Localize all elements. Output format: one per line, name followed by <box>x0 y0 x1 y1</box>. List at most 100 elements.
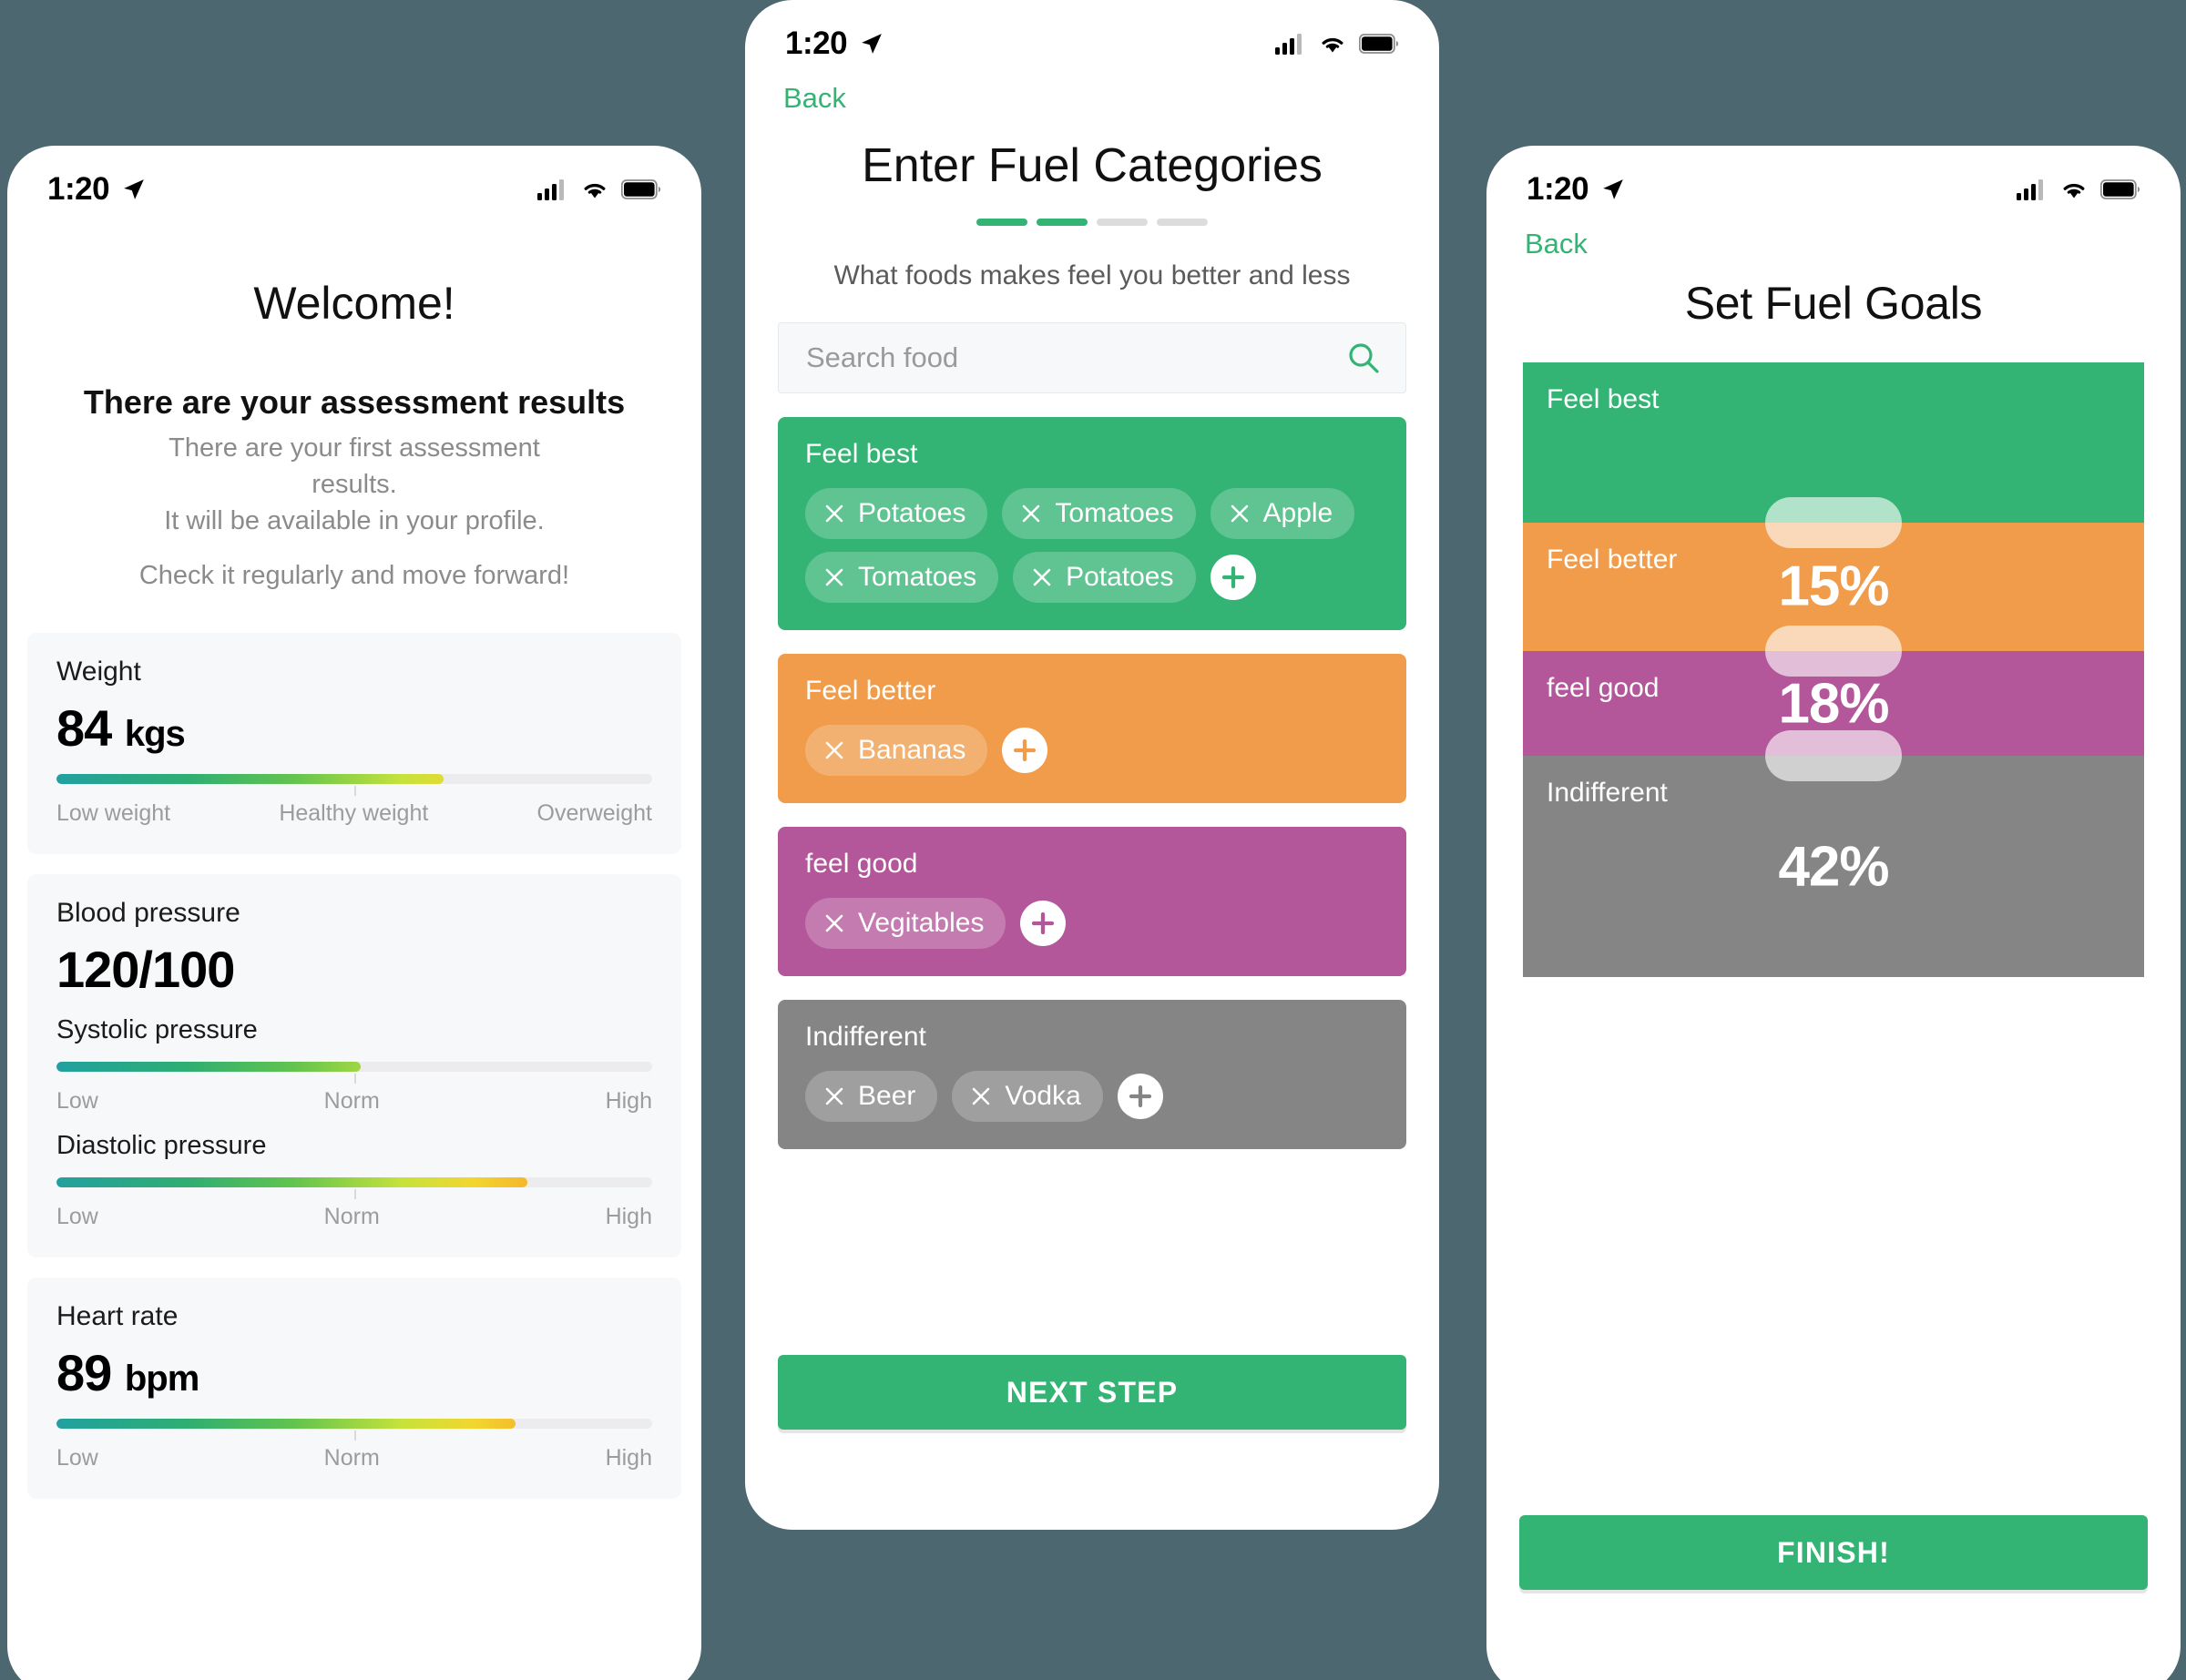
metric-value: 84 kgs <box>56 698 652 758</box>
food-chip[interactable]: Tomatoes <box>1002 488 1196 539</box>
cellular-signal-icon <box>537 179 564 200</box>
status-bar: 1:20 <box>745 0 1439 71</box>
gauge-fill <box>56 1176 527 1187</box>
back-button[interactable]: Back <box>1525 228 1588 260</box>
food-chip[interactable]: Tomatoes <box>805 552 999 603</box>
remove-x-icon[interactable] <box>1031 566 1053 588</box>
location-arrow-icon <box>862 34 882 54</box>
food-chip[interactable]: Potatoes <box>805 488 988 539</box>
page-title: Enter Fuel Categories <box>862 139 1323 192</box>
search-placeholder: Search food <box>806 341 959 373</box>
status-bar: 1:20 <box>1486 146 2181 217</box>
gauge-legend-low: Low <box>56 1444 98 1471</box>
remove-x-icon[interactable] <box>970 1085 992 1107</box>
food-chip-list: Beer Vodka <box>805 1071 1379 1122</box>
remove-x-icon[interactable] <box>823 912 845 934</box>
metric-number: 89 <box>56 1343 112 1401</box>
food-chip-list: Potatoes Tomatoes Apple Tomatoes Potatoes <box>805 488 1379 603</box>
page-title: Set Fuel Goals <box>1684 278 1983 329</box>
gauge-track <box>56 773 652 784</box>
metric-card-blood-pressure: Blood pressure 120/100 Systolic pressure… <box>27 873 681 1257</box>
remove-x-icon[interactable] <box>1020 503 1042 524</box>
status-bar-left: 1:20 <box>47 171 146 208</box>
goal-band-label: Indifferent <box>1547 778 1668 808</box>
wifi-icon <box>2063 183 2085 199</box>
status-time: 1:20 <box>785 25 848 61</box>
fuel-category-label: feel good <box>805 849 918 879</box>
back-button[interactable]: Back <box>783 82 846 114</box>
add-food-button[interactable] <box>1020 901 1067 946</box>
food-chip-list: Bananas <box>805 725 1379 776</box>
progress-segment-4 <box>1157 219 1208 226</box>
assessment-body: There are your first assessment results.… <box>60 430 649 539</box>
gauge-fill <box>56 1418 516 1429</box>
remove-x-icon[interactable] <box>823 739 845 761</box>
gauge-legend-high: High <box>605 1444 652 1471</box>
plus-icon[interactable] <box>1220 564 1247 591</box>
food-chip[interactable]: Beer <box>805 1071 938 1122</box>
assessment-body-line-1: There are your first assessment <box>169 433 540 463</box>
plus-icon[interactable] <box>1011 737 1038 764</box>
status-bar-right <box>1275 33 1399 55</box>
gauge-legend-low: Low weight <box>56 799 171 826</box>
fuel-category-card: Feel better Bananas <box>778 654 1406 803</box>
metric-title: Heart rate <box>56 1300 179 1331</box>
metric-unit: kgs <box>124 713 186 754</box>
search-input[interactable]: Search food <box>778 322 1406 393</box>
next-step-button[interactable]: NEXT STEP <box>778 1355 1406 1430</box>
gauge-midpoint-tick <box>354 1188 356 1199</box>
metric-value: 120/100 <box>56 940 235 998</box>
status-bar-right <box>2017 178 2140 200</box>
battery-full-icon <box>621 179 661 199</box>
food-chip[interactable]: Potatoes <box>1013 552 1196 603</box>
battery-full-icon <box>2100 179 2140 199</box>
add-food-button[interactable] <box>1210 555 1256 600</box>
wifi-icon <box>1322 37 1343 53</box>
food-chip[interactable]: Vodka <box>952 1071 1103 1122</box>
remove-x-icon[interactable] <box>1229 503 1251 524</box>
food-chip[interactable]: Vegitables <box>805 898 1006 949</box>
food-chip-label: Vodka <box>1005 1081 1081 1111</box>
metric-number: 84 <box>56 698 112 757</box>
remove-x-icon[interactable] <box>823 566 845 588</box>
add-food-button[interactable] <box>1002 728 1048 773</box>
fuel-category-label: Feel better <box>805 676 936 706</box>
cellular-signal-icon <box>2017 179 2043 200</box>
gauge-legend: Low Norm High <box>56 1445 652 1471</box>
remove-x-icon[interactable] <box>823 503 845 524</box>
progress-segment-2 <box>1037 219 1088 226</box>
gauge-fill <box>56 1061 361 1072</box>
food-chip[interactable]: Apple <box>1210 488 1355 539</box>
food-chip-label: Tomatoes <box>858 562 977 592</box>
metric-card-heart-rate: Heart rate 89 bpm Low Norm High <box>27 1277 681 1499</box>
gauge-legend-high: High <box>605 1087 652 1114</box>
goal-drag-handle[interactable] <box>1765 730 1902 781</box>
search-icon[interactable] <box>1345 340 1382 376</box>
fuel-goals-slider[interactable]: Feel best Feel better 15% feel good 18% Indif… <box>1523 362 2144 977</box>
gauge-legend-mid: Norm <box>323 1203 380 1229</box>
assessment-body-line-3: It will be available in your profile. <box>164 505 545 535</box>
goal-band-percent: 15% <box>1778 555 1889 618</box>
add-food-button[interactable] <box>1117 1074 1163 1119</box>
finish-button[interactable]: FINISH! <box>1519 1515 2148 1590</box>
metric-gauge: Low weight Healthy weight Overweight <box>56 773 652 827</box>
status-bar-left: 1:20 <box>785 25 884 62</box>
food-chip-label: Vegitables <box>858 908 985 938</box>
assessment-heading: There are your assessment results <box>83 383 626 421</box>
fuel-category-card: Indifferent Beer Vodka <box>778 1000 1406 1149</box>
submetric-label-diastolic: Diastolic pressure <box>56 1130 267 1160</box>
cellular-signal-icon <box>1275 34 1302 55</box>
plus-icon[interactable] <box>1029 910 1057 937</box>
food-chip[interactable]: Bananas <box>805 725 988 776</box>
plus-icon[interactable] <box>1127 1083 1154 1110</box>
goal-drag-handle[interactable] <box>1765 496 1902 548</box>
goal-drag-handle[interactable] <box>1765 626 1902 677</box>
remove-x-icon[interactable] <box>823 1085 845 1107</box>
status-bar-left: 1:20 <box>1527 171 1625 208</box>
gauge-track <box>56 1061 652 1072</box>
food-chip-label: Potatoes <box>858 498 966 528</box>
location-arrow-icon <box>124 179 144 199</box>
location-arrow-icon <box>1603 179 1623 199</box>
gauge-legend-high: High <box>605 1203 652 1229</box>
metric-unit: bpm <box>124 1358 199 1399</box>
